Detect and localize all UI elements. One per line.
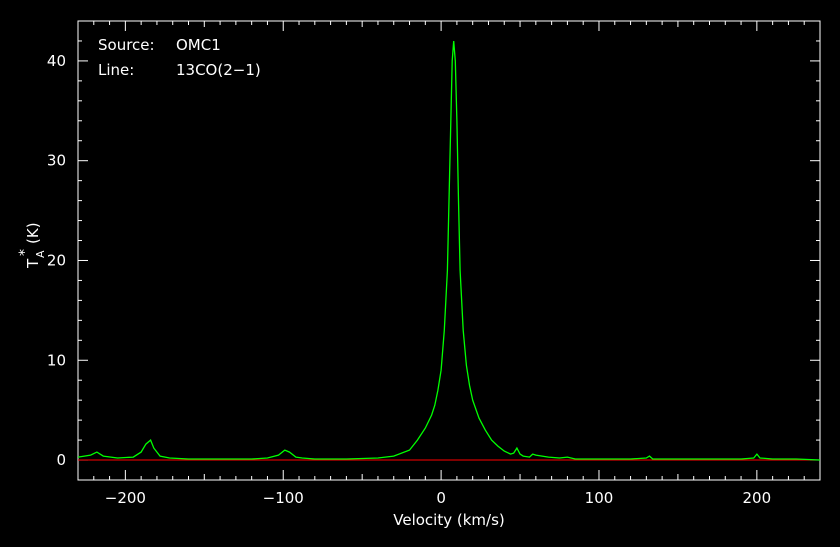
y-axis-title-superscript: * (17, 249, 33, 256)
y-axis-title-subscript: A (34, 250, 47, 258)
y-axis-title-unit: (K) (24, 222, 42, 244)
y-axis-title-symbol: T (24, 258, 42, 269)
line-label: Line: (98, 61, 134, 79)
axis-tick-labels: −200 −100 0 100 200 0 10 20 30 40 (47, 52, 771, 507)
x-axis-title: Velocity (km/s) (393, 511, 504, 529)
x-tick-label: −100 (263, 489, 304, 507)
source-value: OMC1 (176, 36, 221, 54)
x-tick-label: 200 (743, 489, 772, 507)
x-tick-label: −200 (105, 489, 146, 507)
x-tick-label: 100 (585, 489, 614, 507)
x-tick-label: 0 (436, 489, 446, 507)
y-tick-label: 0 (56, 451, 66, 469)
axis-ticks (78, 20, 821, 480)
y-tick-label: 30 (47, 152, 66, 170)
y-axis-title: T A * (K) (17, 222, 47, 269)
plot-frame (77, 20, 821, 481)
spectrum-series-line (77, 40, 821, 461)
line-value: 13CO(2−1) (176, 61, 261, 79)
source-label: Source: (98, 36, 155, 54)
y-tick-label: 20 (47, 251, 66, 269)
y-tick-label: 10 (47, 351, 66, 369)
y-tick-label: 40 (47, 52, 66, 70)
